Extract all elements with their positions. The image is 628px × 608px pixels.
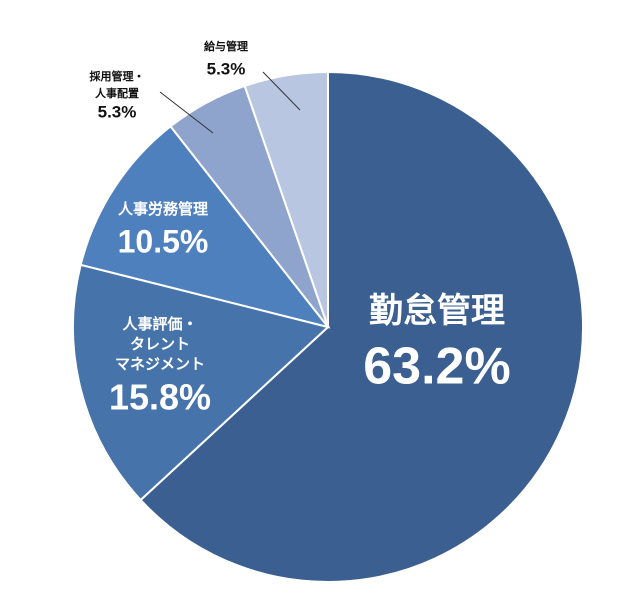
slice-label: 人事配置 [95, 86, 139, 100]
pie-slice [72, 263, 331, 502]
slice-label: マネジメント [115, 356, 205, 373]
slice-label: タレント [130, 336, 190, 353]
pie-slice [243, 70, 329, 328]
value-label: 5.3% [207, 59, 246, 78]
leader-line [159, 91, 214, 134]
pie-slice [79, 124, 331, 329]
slice-label: 採用管理・ [90, 69, 145, 83]
value-label: 10.5% [118, 223, 209, 259]
value-label: 63.2% [363, 338, 510, 396]
leader-line [262, 71, 301, 111]
slice-label: 給与管理 [204, 39, 248, 53]
value-label: 15.8% [109, 377, 211, 418]
slice-label: 人事労務管理 [118, 200, 208, 218]
value-label: 5.3% [98, 102, 137, 121]
slice-label: 勤怠管理 [369, 292, 505, 330]
pie-slice [139, 70, 584, 583]
slice-label: 人事評価・ [122, 315, 197, 333]
